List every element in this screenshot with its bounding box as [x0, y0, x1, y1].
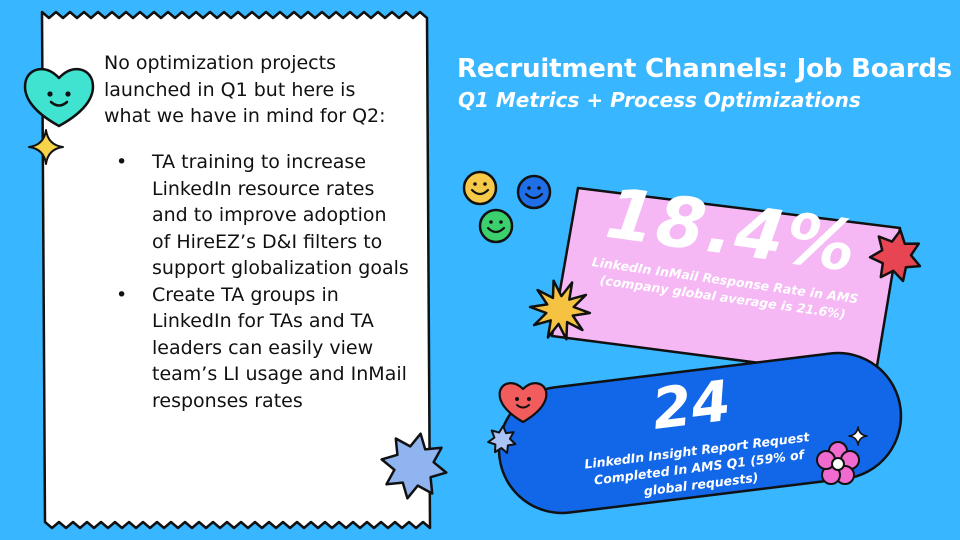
- smiley-group: [462, 170, 552, 244]
- intro-text: No optimization projects launched in Q1 …: [104, 52, 386, 127]
- sparkle-icon: [28, 129, 64, 165]
- smiley-face-icon: [478, 208, 514, 244]
- flower-icon: [816, 441, 860, 485]
- list-item: TA training to increase LinkedIn resourc…: [104, 149, 409, 282]
- starburst-icon: [868, 229, 922, 283]
- smiley-face-icon: [516, 174, 552, 210]
- heart-face-icon: [498, 382, 548, 424]
- page-subtitle: Q1 Metrics + Process Optimizations: [458, 88, 861, 112]
- insight-stat-card-bg: [497, 351, 903, 515]
- q2-plan-list: TA training to increase LinkedIn resourc…: [104, 149, 409, 414]
- starburst-icon: [528, 279, 592, 341]
- starburst-icon: [380, 432, 448, 500]
- page-title: Recruitment Channels: Job Boards: [457, 54, 953, 84]
- starburst-icon: [487, 425, 517, 454]
- smiley-face-icon: [462, 170, 498, 206]
- heart-face-icon: [23, 68, 95, 128]
- sparkle-icon: [848, 426, 868, 446]
- list-item: Create TA groups in LinkedIn for TAs and…: [104, 282, 409, 415]
